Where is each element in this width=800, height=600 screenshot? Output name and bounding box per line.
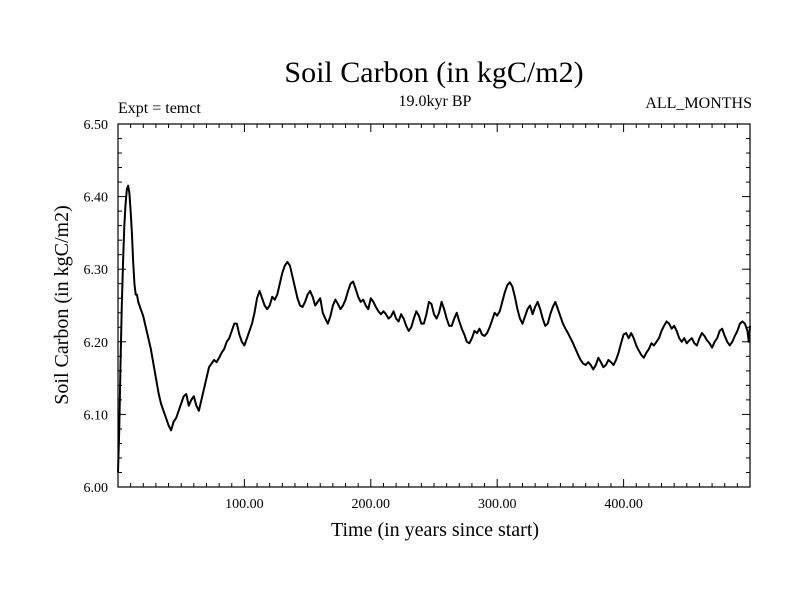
y-tick-label: 6.10 <box>84 408 109 423</box>
tick-labels: 100.00 200.00 300.00 400.00 6.00 6.10 6.20 6.30… <box>84 118 643 512</box>
x-tick-label: 200.00 <box>352 497 391 512</box>
y-axis-label: Soil Carbon (in kgC/m2) <box>51 205 73 404</box>
y-tick-label: 6.50 <box>84 118 109 133</box>
y-tick-label: 6.00 <box>84 481 109 496</box>
x-tick-label: 300.00 <box>478 497 517 512</box>
y-tick-label: 6.30 <box>84 263 109 278</box>
y-tick-label: 6.20 <box>84 336 109 351</box>
experiment-label: Expt = temct <box>118 100 201 117</box>
plot-frame <box>117 123 751 488</box>
chart-title: Soil Carbon (in kgC/m2) <box>284 56 583 89</box>
axis-ticks <box>118 124 750 487</box>
x-tick-label: 100.00 <box>225 497 264 512</box>
period-label: 19.0kyr BP <box>399 93 472 110</box>
x-tick-label: 400.00 <box>604 497 643 512</box>
x-axis-label: Time (in years since start) <box>331 519 539 541</box>
months-label: ALL_MONTHS <box>645 95 752 112</box>
y-tick-label: 6.40 <box>84 191 109 206</box>
soil-carbon-series-line <box>117 184 751 473</box>
